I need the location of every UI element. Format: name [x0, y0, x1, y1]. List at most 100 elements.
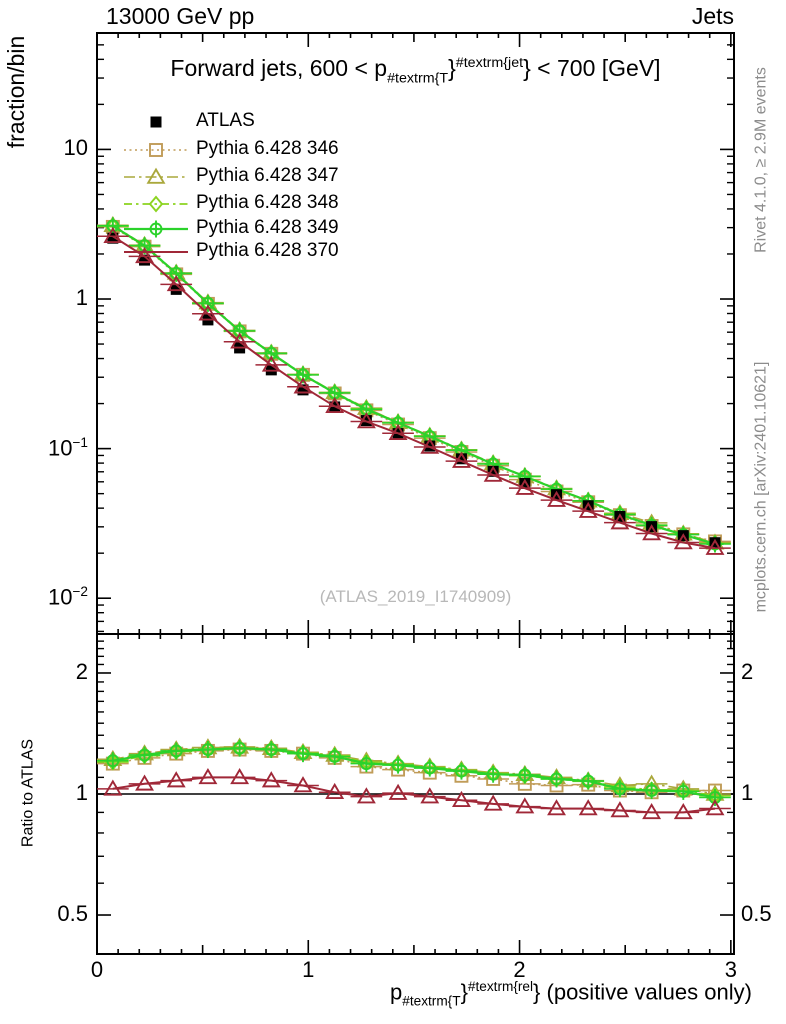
y-tick-label-main: 1	[75, 285, 88, 310]
series-marker-ratio	[547, 799, 566, 816]
series-marker-main	[578, 501, 598, 518]
series-marker-ratio	[673, 803, 693, 820]
legend-sample-marker	[146, 167, 166, 184]
y-tick-label-ratio-left: 2	[75, 658, 88, 684]
xlabel-subscript: #textrm{T	[402, 993, 461, 1009]
series-marker-ratio	[356, 787, 376, 804]
series-marker-ratio	[483, 794, 503, 811]
series-marker-main	[107, 232, 119, 244]
header-beam-energy: 13000 GeV pp	[106, 3, 255, 29]
series-marker-ratio	[578, 799, 598, 816]
legend-label-pythia-370: Pythia 6.428 370	[196, 240, 339, 261]
main-panel-frame	[96, 32, 735, 635]
y-axis-title-main: fraction/bin	[2, 35, 29, 149]
series-marker-main	[582, 500, 594, 512]
series-marker-ratio	[198, 767, 218, 785]
title-superscript: #textrm{jet	[455, 55, 524, 72]
xlabel-superscript: #textrm{rel	[467, 979, 534, 994]
series-marker-ratio	[515, 797, 535, 814]
legend-label-pythia-349: Pythia 6.428 349	[196, 217, 339, 238]
series-marker-main	[139, 254, 151, 266]
series-marker-main	[293, 377, 313, 394]
legend-label-atlas: ATLAS	[196, 110, 255, 131]
series-line-ratio	[112, 748, 715, 794]
series-marker-main	[297, 384, 309, 396]
series-marker-main	[166, 274, 186, 292]
x-axis-title: p#textrm{T}#textrm{rel} (positive values…	[390, 979, 752, 1009]
series-marker-ratio	[135, 774, 154, 791]
series-marker-main	[451, 451, 471, 468]
series-marker-main	[642, 524, 662, 541]
y-tick-label-ratio-right: 0.5	[741, 901, 772, 926]
series-marker-main	[519, 477, 531, 489]
series-marker-main	[551, 489, 563, 501]
series-marker-ratio	[166, 771, 186, 788]
series-marker-ratio	[230, 767, 250, 785]
watermark-analysis-id: (ATLAS_2019_I1740909)	[319, 587, 512, 606]
y-tick-label-ratio-right: 2	[741, 658, 754, 684]
series-marker-main	[483, 465, 503, 482]
y-tick-label-main: 10−2	[47, 584, 88, 610]
series-marker-ratio	[325, 782, 345, 800]
legend-sample-marker	[150, 116, 162, 128]
title-subscript: #textrm{T	[387, 70, 449, 87]
y-tick-label-ratio-right: 1	[741, 780, 754, 805]
series-marker-main	[261, 355, 281, 372]
series-marker-main	[455, 453, 467, 465]
rivet-version-note: Rivet 4.1.0, ≥ 2.9M events	[752, 67, 770, 253]
series-marker-main	[420, 437, 440, 454]
series-marker-ratio	[420, 787, 440, 804]
series-line-main	[112, 235, 716, 550]
series-marker-ratio	[451, 790, 471, 807]
title-pre: Forward jets, 600 < p	[170, 55, 388, 81]
y-tick-label-ratio-left: 0.5	[57, 901, 88, 926]
series-marker-main	[325, 396, 345, 414]
series-line-main	[112, 224, 716, 546]
title-post: } < 700 [GeV]	[523, 55, 661, 81]
series-marker-main	[198, 304, 218, 321]
series-marker-ratio	[642, 803, 662, 820]
mcplots-arxiv-note: mcplots.cern.ch [arXiv:2401.10621]	[752, 361, 770, 613]
title-mid: }	[448, 55, 456, 81]
legend-label-pythia-347: Pythia 6.428 347	[196, 165, 339, 186]
series-line-main	[112, 226, 716, 543]
series-marker-ratio	[261, 771, 281, 788]
series-marker-main	[230, 332, 250, 349]
y-tick-label-main: 10	[63, 135, 88, 161]
series-marker-main	[673, 533, 693, 550]
series-marker-main	[610, 513, 630, 530]
x-tick-label: 2	[513, 957, 526, 982]
series-marker-ratio	[388, 783, 408, 800]
plot-title: Forward jets, 600 < p#textrm{T}#textrm{j…	[97, 56, 734, 86]
series-marker-ratio	[705, 799, 725, 816]
series-marker-main	[356, 412, 376, 429]
series-line-main	[112, 225, 716, 545]
legend-sample-marker	[148, 195, 164, 213]
series-marker-ratio	[293, 776, 313, 793]
x-tick-label: 3	[724, 957, 737, 982]
xlabel-post: } (positive values only)	[533, 979, 752, 1005]
series-marker-ratio	[610, 801, 630, 818]
series-marker-main	[709, 537, 721, 549]
series-line-main	[112, 224, 716, 544]
legend-label-pythia-348: Pythia 6.428 348	[196, 192, 339, 213]
series-marker-main	[135, 246, 154, 264]
xlabel-mid: }	[460, 979, 468, 1005]
x-tick-label: 0	[90, 957, 104, 982]
y-tick-label-main: 10−1	[47, 434, 88, 461]
series-marker-main	[103, 226, 123, 244]
series-marker-main	[388, 423, 408, 441]
x-tick-label: 1	[302, 957, 315, 982]
xlabel-pre: p	[390, 979, 403, 1005]
series-marker-main	[547, 490, 566, 507]
y-tick-label-ratio-left: 1	[75, 780, 88, 805]
legend-label-pythia-346: Pythia 6.428 346	[196, 138, 339, 159]
series-marker-ratio	[103, 779, 123, 796]
legend-sample-marker	[149, 143, 163, 157]
series-marker-main	[515, 478, 535, 495]
series-marker-main	[705, 538, 725, 555]
series-marker-main	[487, 465, 499, 477]
header-analysis-group: Jets	[691, 3, 734, 29]
